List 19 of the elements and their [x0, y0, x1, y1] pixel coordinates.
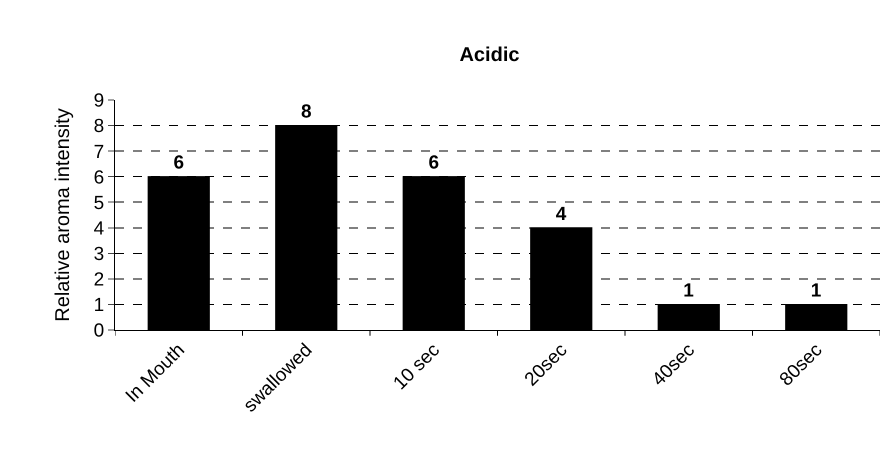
y-tick-label: 8 [94, 116, 104, 138]
data-label: 1 [683, 280, 694, 302]
data-label: 4 [556, 204, 567, 225]
data-label: 1 [810, 280, 822, 302]
y-tick-label: 7 [94, 142, 104, 163]
chart-title: Acidic [459, 44, 520, 66]
y-tick-label: 2 [94, 270, 104, 291]
data-label: 6 [428, 152, 440, 174]
x-tick-label: 10 sec [390, 340, 444, 394]
y-tick-label: 3 [94, 244, 104, 265]
data-label: 6 [173, 152, 184, 174]
y-tick-label: 4 [94, 218, 105, 240]
y-tick-label: 9 [94, 90, 104, 112]
y-axis-title: Relative aroma intensity [52, 108, 74, 322]
y-tick-label: 5 [94, 192, 104, 214]
data-label: 8 [300, 102, 312, 123]
y-tick-label: 1 [94, 295, 104, 316]
y-tick-label: 6 [94, 167, 104, 188]
y-tick-label: 0 [94, 320, 104, 342]
